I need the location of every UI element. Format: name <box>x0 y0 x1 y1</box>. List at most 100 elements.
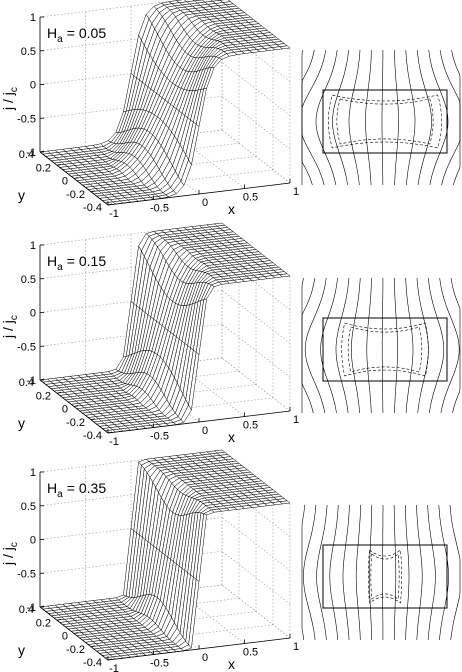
field-line <box>316 504 328 641</box>
annotation-relation: = <box>67 253 75 269</box>
field-diagram <box>301 277 461 414</box>
field-line <box>315 49 338 186</box>
field-diagram <box>301 504 461 641</box>
z-label-sub: c <box>9 87 20 92</box>
tick-mark <box>90 190 96 193</box>
grid-line <box>39 449 223 473</box>
y-tick-label: -0.4 <box>83 202 102 214</box>
z-label-text: j / j <box>0 547 16 566</box>
field-line <box>405 49 416 186</box>
z-tick-label: -1 <box>26 147 36 159</box>
z-tick-label: 1 <box>30 240 36 252</box>
field-line <box>335 277 350 414</box>
grid-line <box>221 96 291 150</box>
field-line <box>428 277 445 414</box>
z-tick-label: -0.5 <box>17 113 36 125</box>
field-line <box>366 277 372 414</box>
tick-mark <box>56 618 62 621</box>
field-line <box>416 49 432 186</box>
field-line <box>381 50 384 186</box>
tick-mark <box>73 632 79 634</box>
x-tick-label: 0.5 <box>243 192 258 204</box>
tick-mark <box>39 378 45 381</box>
y-axis-label: y <box>18 187 25 203</box>
tick-mark <box>56 391 62 394</box>
field-line <box>394 277 398 414</box>
tick-mark <box>107 203 113 206</box>
annotation-value: 0.35 <box>79 480 106 496</box>
z-tick-label: -0.5 <box>17 341 36 353</box>
field-line <box>304 277 327 414</box>
annotation-relation: = <box>67 25 75 41</box>
y-tick-label: 0.2 <box>36 617 51 629</box>
flux-front <box>347 326 423 373</box>
field-line <box>351 277 361 414</box>
field-line <box>342 504 350 641</box>
annotation: Ha = 0.05 <box>47 25 106 45</box>
tick-mark <box>39 150 45 153</box>
y-axis-label: y <box>18 642 25 658</box>
x-tick-label: -0.5 <box>150 658 169 670</box>
x-tick-label: -1 <box>109 436 119 448</box>
field-line <box>416 504 423 641</box>
x-tick-label: 1 <box>293 414 299 426</box>
y-tick-label: 0.4 <box>19 377 34 389</box>
tick-mark <box>73 177 79 179</box>
z-tick-label: 0.5 <box>21 501 36 513</box>
tick-mark <box>73 405 79 407</box>
x-tick-label: -0.5 <box>150 203 169 215</box>
sample-outline <box>322 317 448 382</box>
y-tick-label: -0.2 <box>66 189 85 201</box>
tick-mark <box>39 605 45 608</box>
x-tick-label: -1 <box>109 208 119 220</box>
z-tick-label: 1 <box>30 467 36 479</box>
flux-front <box>368 549 402 604</box>
field-line <box>393 504 397 641</box>
tick-mark <box>90 418 96 421</box>
x-axis-label: x <box>228 656 235 672</box>
field-line <box>329 504 339 641</box>
field-diagram <box>301 49 461 186</box>
z-tick-label: -1 <box>26 375 36 387</box>
field-line <box>301 277 316 414</box>
flux-front <box>370 553 400 600</box>
y-tick-label: 0 <box>62 176 68 188</box>
field-line <box>450 277 461 414</box>
y-tick-label: 0.4 <box>19 604 34 616</box>
field-line <box>381 278 384 413</box>
y-axis-label: y <box>18 415 25 431</box>
y-tick-label: 0 <box>62 631 68 643</box>
tick-mark <box>107 658 113 661</box>
y-tick-label: -0.4 <box>83 657 102 669</box>
x-tick-label: 0.5 <box>243 647 258 659</box>
z-label-sub: c <box>9 315 20 320</box>
annotation: Ha = 0.15 <box>47 253 106 273</box>
z-tick-label: -1 <box>26 602 36 614</box>
field-line <box>369 504 373 640</box>
annotation-symbol: H <box>47 253 57 269</box>
y-tick-label: -0.2 <box>66 644 85 656</box>
z-tick-label: 0.5 <box>21 274 36 286</box>
tick-mark <box>90 645 96 648</box>
grid-line <box>221 483 291 537</box>
y-tick-label: 0 <box>62 404 68 416</box>
x-tick-label: -1 <box>109 663 119 672</box>
z-label-text: j / j <box>0 320 16 339</box>
field-line <box>405 277 414 414</box>
field-line <box>427 504 436 641</box>
field-line <box>405 504 410 641</box>
z-axis-label: j / jc <box>0 87 20 111</box>
field-line <box>439 277 460 414</box>
tick-mark <box>56 163 62 166</box>
field-line <box>332 49 349 186</box>
surface-panel: -1-0.500.51-1 -0.5 0 0.5 1-0.4-0.200.20.4xyj… <box>0 222 299 448</box>
x-axis-label: x <box>228 429 235 445</box>
sample-outline <box>322 89 448 154</box>
field-line <box>365 49 372 186</box>
y-tick-label: -0.2 <box>66 417 85 429</box>
field-line <box>303 504 317 641</box>
field-line <box>428 49 449 186</box>
x-tick-label: 0 <box>202 652 208 664</box>
z-tick-label: 0 <box>30 80 36 92</box>
